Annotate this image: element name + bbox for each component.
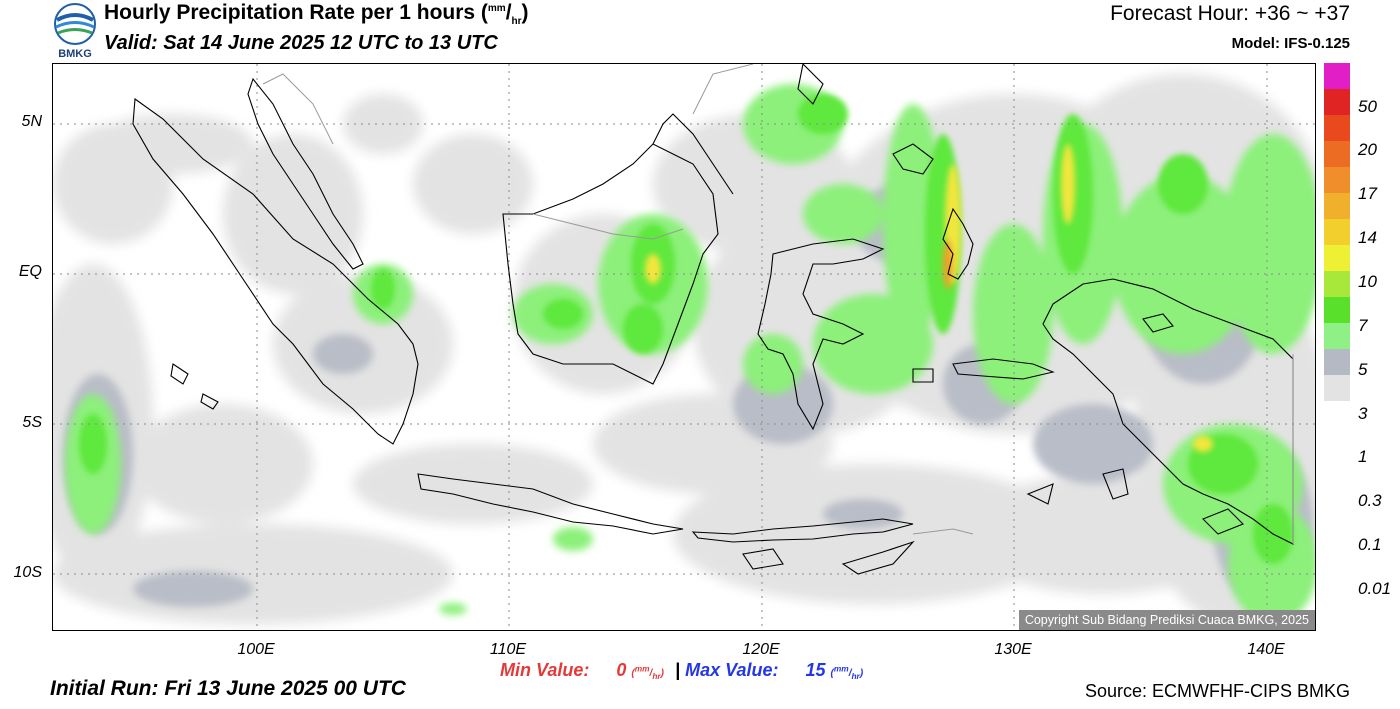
- sumatra-outline: [132, 97, 419, 445]
- colorbar-label-0-3: 0.3: [1358, 491, 1382, 510]
- colorbar-label-17: 17: [1358, 184, 1377, 203]
- initial-run: Initial Run: Fri 13 June 2025 00 UTC: [50, 677, 406, 700]
- colorbar-swatch-9: [1324, 271, 1350, 297]
- model-name: Model: IFS-0.125: [1231, 35, 1350, 52]
- colorbar-label-0-01: 0.01: [1358, 579, 1392, 598]
- colorbar-swatch-1: [1324, 63, 1350, 89]
- forecast-hour: Forecast Hour: +36 ~ +37: [1110, 2, 1350, 25]
- lat-label-5n: 5N: [21, 113, 42, 130]
- map-title: Hourly Precipitation Rate per 1 hours (m…: [104, 1, 529, 28]
- colorbar: [1324, 63, 1350, 401]
- lon-label-140e: 140E: [1247, 641, 1285, 658]
- colorbar-swatch-10: [1324, 297, 1350, 323]
- lon-label-120e: 120E: [742, 641, 780, 658]
- colorbar-swatch-11: [1324, 323, 1350, 349]
- lat-label-10s: 10S: [13, 564, 42, 581]
- colorbar-swatch-13: [1324, 375, 1350, 401]
- borneo-outline: [502, 143, 719, 385]
- precip-field-intense: [645, 144, 1213, 452]
- halmahera-outline: [942, 207, 974, 280]
- sulawesi-outline: [757, 238, 885, 431]
- seram-outline: [952, 358, 1055, 380]
- colorbar-label-7: 7: [1358, 316, 1368, 335]
- min-value-label: Min Value:: [500, 660, 590, 680]
- map-canvas: Copyright Sub Bidang Prediksi Cuaca BMKG…: [53, 64, 1315, 630]
- colorbar-label-5: 5: [1358, 360, 1368, 379]
- lon-label-110e: 110E: [489, 641, 527, 658]
- lat-label-5s: 5S: [22, 414, 42, 431]
- lon-label-130e: 130E: [994, 641, 1032, 658]
- colorbar-label-0-1: 0.1: [1358, 535, 1382, 554]
- colorbar-label-10: 10: [1358, 272, 1377, 291]
- colorbar-swatch-2: [1324, 89, 1350, 115]
- country-borders: [262, 64, 1294, 544]
- colorbar-swatch-3: [1324, 115, 1350, 141]
- colorbar-swatch-8: [1324, 245, 1350, 271]
- lon-label-100e: 100E: [237, 641, 275, 658]
- stats-separator: |: [675, 660, 681, 680]
- malay-peninsula-outline: [247, 77, 364, 270]
- data-source: Source: ECMWFHF-CIPS BMKG: [1084, 681, 1350, 701]
- precip-field-trace: [53, 74, 1315, 624]
- copyright-notice: Copyright Sub Bidang Prediksi Cuaca BMKG…: [1018, 610, 1315, 630]
- colorbar-label-14: 14: [1358, 228, 1377, 247]
- colorbar-label-3: 3: [1358, 404, 1368, 423]
- colorbar-swatch-6: [1324, 193, 1350, 219]
- lat-label-eq: EQ: [18, 263, 42, 280]
- max-value: 15: [805, 660, 826, 680]
- new-guinea-outline: [1042, 278, 1294, 545]
- precipitation-map: Copyright Sub Bidang Prediksi Cuaca BMKG…: [52, 63, 1316, 631]
- coastlines: [132, 64, 1294, 575]
- colorbar-swatch-12: [1324, 349, 1350, 375]
- colorbar-swatch-4: [1324, 141, 1350, 167]
- colorbar-label-1: 1: [1358, 447, 1368, 466]
- bmkg-logo: BMKG: [50, 2, 100, 60]
- colorbar-label-20: 20: [1358, 140, 1377, 159]
- graticule: [53, 64, 1315, 630]
- java-outline: [417, 473, 684, 535]
- logo-text: BMKG: [58, 48, 92, 60]
- colorbar-label-50: 50: [1358, 97, 1377, 116]
- min-value: 0: [616, 660, 627, 680]
- lesser-sunda-outline: [691, 518, 914, 543]
- max-value-label: Max Value:: [685, 660, 779, 680]
- min-max-values: Min Value: 0 (mm/hr) | Max Value: 15 (mm…: [500, 660, 864, 681]
- colorbar-swatch-7: [1324, 219, 1350, 245]
- valid-time: Valid: Sat 14 June 2025 12 UTC to 13 UTC: [104, 32, 498, 54]
- colorbar-swatch-5: [1324, 167, 1350, 193]
